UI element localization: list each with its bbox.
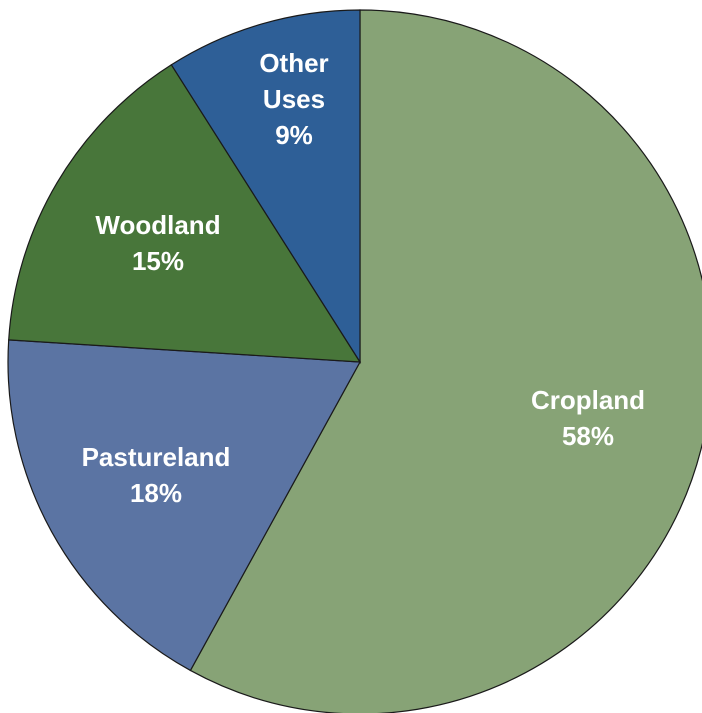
slices-layer	[8, 10, 702, 713]
value-label-other-uses: 9%	[275, 120, 313, 150]
name-label-cropland: Cropland	[531, 385, 645, 415]
value-label-woodland: 15%	[132, 246, 184, 276]
value-label-cropland: 58%	[562, 421, 614, 451]
value-label-pastureland: 18%	[130, 478, 182, 508]
name-label-other-uses: Other	[259, 48, 328, 78]
name-label-other-uses: Uses	[263, 84, 325, 114]
name-label-woodland: Woodland	[95, 210, 220, 240]
name-label-pastureland: Pastureland	[82, 442, 231, 472]
